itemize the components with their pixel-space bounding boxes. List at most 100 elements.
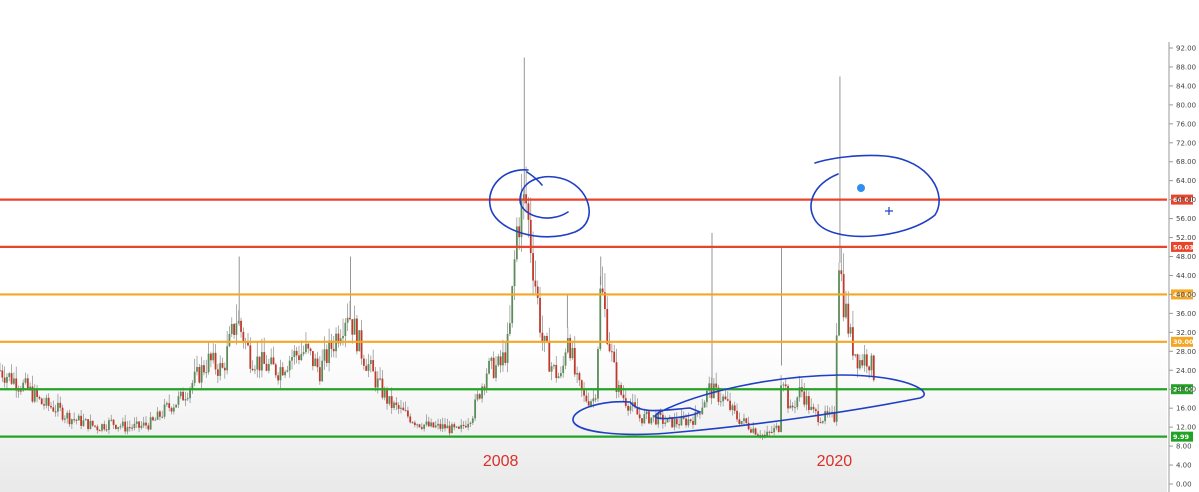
candle-body	[390, 396, 393, 408]
candle-body	[641, 418, 643, 424]
candle-body	[508, 323, 511, 334]
candle-body	[54, 411, 57, 413]
candle-body	[789, 405, 792, 409]
candle-body	[270, 357, 273, 365]
candle-body	[233, 323, 235, 335]
axis-tick-label: 32.00	[1176, 329, 1196, 337]
candle-body	[147, 425, 150, 430]
candle-body	[397, 405, 400, 409]
level-tag	[1171, 289, 1193, 300]
candle-body	[659, 413, 662, 415]
candle-body	[666, 418, 669, 423]
candle-body	[464, 425, 467, 428]
candle-body	[101, 424, 103, 431]
candle-body	[170, 407, 173, 412]
candle-body	[573, 347, 576, 375]
candle-body	[692, 420, 694, 425]
candle-body	[149, 417, 152, 430]
candle-body	[777, 425, 780, 432]
candle-body	[117, 427, 120, 429]
candle-body	[495, 365, 497, 378]
candle-body	[286, 370, 289, 372]
candle-body	[50, 405, 52, 408]
candle-body	[258, 356, 261, 371]
candle-body	[492, 357, 495, 378]
candle-body	[453, 424, 456, 428]
candle-body	[671, 417, 674, 428]
candle-body	[142, 422, 145, 426]
candle-body	[861, 360, 864, 366]
candle-body	[782, 384, 785, 386]
candle-body	[191, 383, 194, 390]
candle-body	[706, 390, 708, 403]
candle-body	[814, 409, 817, 412]
candle-body	[168, 403, 171, 408]
candle-body	[94, 425, 96, 427]
candle-body	[740, 421, 743, 424]
candle-body	[196, 366, 198, 372]
candle-body	[650, 417, 653, 424]
level-tag-label: 60.01	[1173, 196, 1194, 204]
candle-body	[316, 358, 319, 368]
candle-body	[520, 200, 523, 238]
candle-body	[622, 394, 625, 399]
candle-body	[96, 426, 99, 431]
candle-body	[203, 365, 205, 373]
candle-body	[300, 353, 303, 361]
candle-body	[256, 356, 259, 370]
candle-body	[330, 340, 333, 349]
candle-body	[70, 419, 73, 425]
candle-body	[200, 365, 203, 383]
candle-body	[488, 360, 490, 374]
candle-body	[416, 424, 419, 426]
candle-body	[701, 407, 704, 415]
candle-body	[601, 288, 604, 293]
candle-body	[506, 333, 509, 363]
candle-body	[321, 360, 324, 382]
candle-body	[82, 420, 85, 426]
candle-body	[425, 421, 428, 425]
candle-body	[678, 424, 680, 426]
candle-body	[756, 434, 759, 436]
candle-body	[687, 419, 690, 426]
candle-body	[409, 416, 412, 423]
candle-body	[395, 402, 398, 406]
candle-body	[724, 396, 727, 400]
candle-body	[128, 427, 131, 429]
candle-body	[763, 434, 766, 436]
candle-body	[154, 419, 157, 421]
candle-body	[717, 387, 720, 402]
candle-body	[571, 347, 574, 359]
candle-body	[152, 417, 154, 421]
candle-body	[840, 270, 843, 275]
candle-body	[664, 422, 667, 424]
candle-body	[615, 362, 618, 392]
candle-body	[536, 286, 539, 298]
candle-body	[353, 318, 356, 335]
candle-body	[441, 424, 444, 429]
candle-body	[773, 428, 776, 433]
candle-body	[26, 378, 29, 389]
candle-body	[784, 384, 787, 387]
candle-body	[1, 370, 4, 378]
candle-body	[870, 355, 873, 371]
axis-tick-label: 4.00	[1176, 462, 1192, 470]
axis-tick-label: 68.00	[1176, 158, 1196, 166]
candle-body	[182, 391, 184, 401]
candle-body	[247, 341, 249, 346]
candle-body	[172, 407, 175, 412]
candle-body	[376, 378, 379, 388]
candle-body	[302, 352, 305, 354]
level-tag	[1171, 336, 1193, 347]
axis-tick-label: 28.00	[1176, 348, 1196, 356]
price-axis[interactable]: 92.00 88.00 84.00 80.00 76.00 72.00 68.00 64.00…	[1168, 42, 1196, 492]
candle-body	[689, 419, 692, 421]
candle-body	[460, 424, 463, 429]
candle-body	[736, 410, 738, 420]
candle-body	[655, 415, 657, 425]
level-tag-label: 30.00	[1173, 338, 1194, 346]
candle-body	[515, 226, 518, 260]
candle-body	[274, 364, 277, 376]
candle-body	[467, 423, 470, 428]
candle-body	[810, 406, 813, 410]
